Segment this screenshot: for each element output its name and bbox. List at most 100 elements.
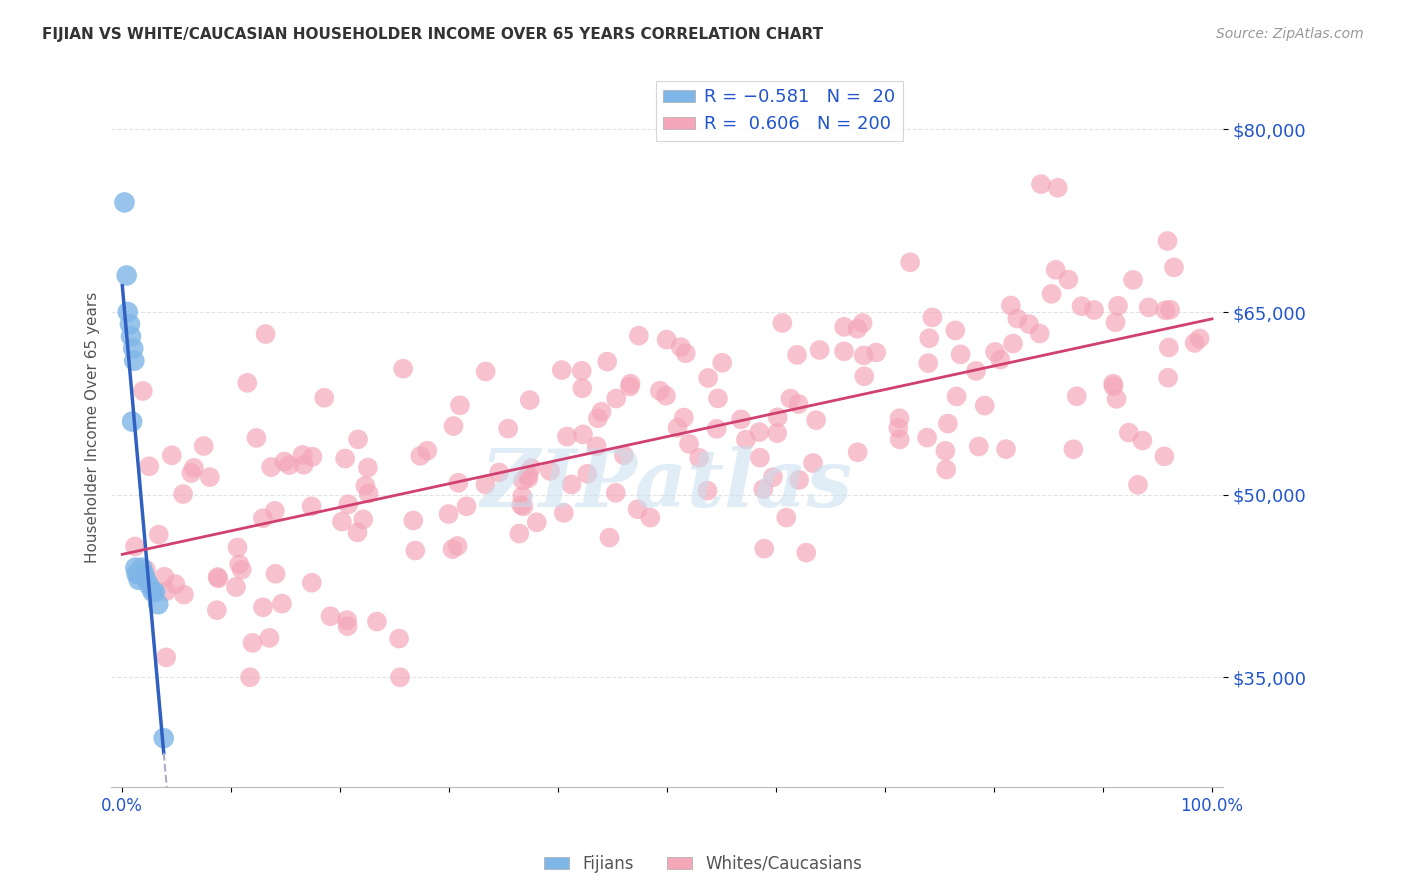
Point xyxy=(1118,425,1140,440)
Point xyxy=(1070,299,1092,313)
Point xyxy=(131,560,153,574)
Point xyxy=(672,410,695,425)
Point xyxy=(153,570,176,584)
Point xyxy=(510,498,533,512)
Point xyxy=(474,365,496,379)
Point xyxy=(787,397,810,411)
Point xyxy=(347,433,370,447)
Point xyxy=(1007,311,1029,326)
Point xyxy=(598,531,620,545)
Point xyxy=(128,566,150,581)
Point xyxy=(124,353,146,368)
Point xyxy=(1028,326,1050,341)
Point xyxy=(945,389,967,403)
Point xyxy=(801,456,824,470)
Point xyxy=(973,399,995,413)
Point xyxy=(124,560,146,574)
Point xyxy=(1122,273,1144,287)
Point xyxy=(1107,299,1129,313)
Point xyxy=(706,422,728,436)
Point xyxy=(675,346,697,360)
Point xyxy=(128,573,150,587)
Point xyxy=(1154,303,1177,318)
Point xyxy=(775,510,797,524)
Point xyxy=(571,381,593,395)
Point xyxy=(357,460,380,475)
Point xyxy=(160,449,183,463)
Point xyxy=(852,348,875,362)
Point xyxy=(1184,335,1206,350)
Point xyxy=(655,333,678,347)
Point xyxy=(346,525,368,540)
Point xyxy=(1153,450,1175,464)
Point xyxy=(132,566,155,581)
Point xyxy=(1066,389,1088,403)
Point xyxy=(887,421,910,435)
Point xyxy=(804,413,827,427)
Point xyxy=(273,454,295,468)
Point xyxy=(994,442,1017,457)
Point xyxy=(520,461,543,475)
Point xyxy=(291,448,314,462)
Point xyxy=(443,419,465,434)
Point xyxy=(152,731,174,746)
Point xyxy=(352,512,374,526)
Point xyxy=(852,316,875,330)
Point xyxy=(1132,434,1154,448)
Point xyxy=(538,464,561,478)
Point xyxy=(1057,272,1080,286)
Point xyxy=(193,439,215,453)
Point xyxy=(389,670,412,684)
Point xyxy=(1157,341,1180,355)
Point xyxy=(447,475,470,490)
Legend: Fijians, Whites/Caucasians: Fijians, Whites/Caucasians xyxy=(537,848,869,880)
Point xyxy=(1163,260,1185,275)
Point xyxy=(648,384,671,398)
Point xyxy=(366,615,388,629)
Point xyxy=(446,539,468,553)
Point xyxy=(605,486,627,500)
Point xyxy=(697,371,720,385)
Point xyxy=(655,389,678,403)
Point xyxy=(640,510,662,524)
Point xyxy=(1126,477,1149,491)
Point xyxy=(512,474,534,488)
Point xyxy=(512,500,534,514)
Text: FIJIAN VS WHITE/CAUCASIAN HOUSEHOLDER INCOME OVER 65 YEARS CORRELATION CHART: FIJIAN VS WHITE/CAUCASIAN HOUSEHOLDER IN… xyxy=(42,27,824,42)
Point xyxy=(519,393,541,408)
Point xyxy=(853,369,876,384)
Point xyxy=(115,268,138,283)
Point xyxy=(889,433,911,447)
Point xyxy=(117,305,139,319)
Point xyxy=(627,502,650,516)
Point xyxy=(165,577,187,591)
Point xyxy=(1157,370,1180,384)
Point xyxy=(786,348,808,362)
Point xyxy=(409,449,432,463)
Point xyxy=(517,471,540,485)
Point xyxy=(392,361,415,376)
Point xyxy=(314,391,336,405)
Point xyxy=(148,597,170,611)
Point xyxy=(441,542,464,557)
Point xyxy=(707,392,730,406)
Point xyxy=(357,486,380,500)
Point xyxy=(779,392,801,406)
Point xyxy=(560,477,582,491)
Point xyxy=(748,425,770,439)
Point xyxy=(794,546,817,560)
Point xyxy=(949,347,972,361)
Point xyxy=(915,431,938,445)
Point xyxy=(1062,442,1084,457)
Point xyxy=(766,410,789,425)
Text: ZIPatlas: ZIPatlas xyxy=(481,446,853,524)
Point xyxy=(517,468,540,483)
Point xyxy=(138,579,160,593)
Point xyxy=(271,597,294,611)
Point xyxy=(437,507,460,521)
Point xyxy=(207,571,229,585)
Point xyxy=(402,514,425,528)
Point xyxy=(571,364,593,378)
Point xyxy=(576,467,599,481)
Point xyxy=(254,326,277,341)
